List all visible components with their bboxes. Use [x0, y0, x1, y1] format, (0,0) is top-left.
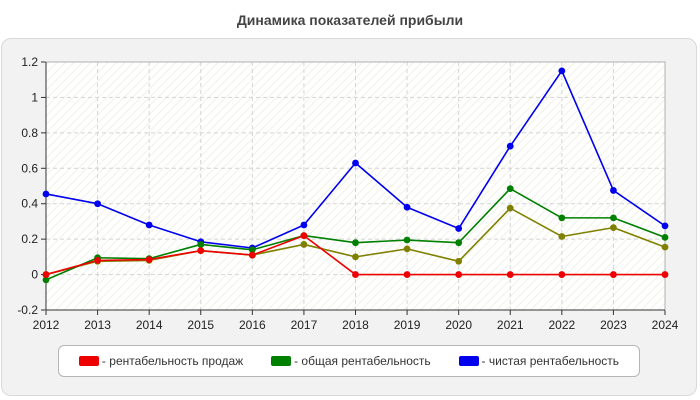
data-point-0-3	[197, 247, 205, 255]
data-point-3-12	[661, 243, 669, 251]
data-point-0-11	[610, 271, 617, 278]
legend-dash: -	[101, 354, 110, 368]
data-point-2-10	[558, 67, 566, 75]
tick-labels: -0.2 0 0.2 0.4 0.6 0.8 1 1.2 2012 2013 2014 2015 201…	[17, 55, 678, 332]
data-point-2-0	[42, 190, 50, 198]
legend-dash: -	[481, 354, 489, 368]
data-point-1-7	[403, 236, 411, 244]
data-point-1-6	[352, 239, 359, 247]
data-point-2-8	[455, 225, 463, 232]
x-tick-label: 2018	[342, 318, 369, 332]
data-point-3-7	[403, 245, 411, 253]
legend-item-net-profitability: - чистая рентабельность	[458, 354, 620, 368]
x-tick-label: 2024	[652, 318, 679, 332]
x-tick-label: 2017	[291, 318, 318, 332]
y-tick-label: 0	[31, 268, 38, 282]
data-point-1-4	[248, 246, 256, 254]
data-point-0-12	[661, 271, 669, 278]
legend-dash: -	[294, 354, 302, 368]
data-point-1-10	[558, 214, 566, 222]
x-tick-label: 2014	[136, 318, 163, 332]
legend-swatch-green	[271, 356, 292, 366]
data-point-0-0	[42, 271, 50, 278]
data-point-1-0	[42, 276, 50, 284]
legend-label: общая рентабельность	[301, 354, 431, 368]
data-point-0-9	[506, 271, 514, 278]
x-tick-label: 2012	[33, 318, 60, 332]
axes	[41, 61, 666, 315]
data-point-0-7	[403, 271, 411, 278]
chart-title: Динамика показателей прибыли	[236, 12, 464, 28]
y-tick-label: 0.2	[21, 232, 38, 246]
data-point-0-2	[145, 256, 153, 263]
y-tick-label: 0.4	[21, 197, 38, 211]
data-point-2-7	[403, 203, 411, 211]
data-point-2-5	[300, 221, 308, 229]
data-point-1-9	[506, 185, 514, 193]
x-tick-label: 2020	[445, 318, 472, 332]
legend-swatch-red	[78, 356, 99, 366]
data-point-3-8	[455, 257, 463, 265]
data-point-2-2	[145, 221, 153, 229]
x-tick-label: 2021	[497, 318, 524, 332]
series-markers	[42, 67, 669, 284]
x-tick-label: 2023	[600, 318, 627, 332]
data-point-1-12	[661, 233, 669, 241]
y-tick-label: 1.2	[21, 55, 38, 69]
data-point-2-12	[661, 222, 669, 230]
legend-label: рентабельность продаж	[109, 354, 244, 368]
legend-item-total-profitability: - общая рентабельность	[271, 354, 431, 368]
legend-label: чистая рентабельность	[488, 354, 620, 368]
x-tick-label: 2015	[187, 318, 214, 332]
data-point-3-11	[610, 224, 617, 232]
y-tick-label: -0.2	[17, 303, 38, 317]
data-point-0-1	[94, 257, 101, 264]
legend-item-sales-profitability: - рентабельность продаж	[78, 354, 244, 368]
data-point-1-11	[610, 214, 617, 222]
chart-legend: - рентабельность продаж - общая рентабел…	[58, 345, 640, 377]
y-tick-label: 1	[31, 90, 38, 104]
data-point-1-8	[455, 239, 463, 247]
data-point-2-9	[506, 142, 514, 150]
y-tick-label: 0.8	[21, 126, 38, 140]
data-point-1-3	[197, 241, 205, 248]
data-point-0-5	[300, 232, 308, 240]
data-point-0-6	[352, 271, 359, 278]
data-point-2-1	[94, 200, 101, 208]
y-tick-label: 0.6	[21, 161, 38, 175]
data-point-3-10	[558, 233, 566, 240]
legend-swatch-blue	[458, 356, 479, 366]
x-tick-label: 2022	[548, 318, 575, 332]
data-point-0-10	[558, 271, 566, 278]
data-point-3-6	[352, 253, 359, 261]
data-point-2-6	[352, 159, 359, 167]
x-tick-label: 2019	[394, 318, 421, 332]
x-tick-label: 2016	[239, 318, 266, 332]
data-point-2-11	[610, 187, 617, 194]
data-point-3-9	[506, 204, 514, 212]
data-point-3-5	[300, 241, 308, 248]
data-point-0-8	[455, 271, 463, 278]
data-point-0-4	[248, 251, 256, 259]
x-tick-label: 2013	[84, 318, 111, 332]
